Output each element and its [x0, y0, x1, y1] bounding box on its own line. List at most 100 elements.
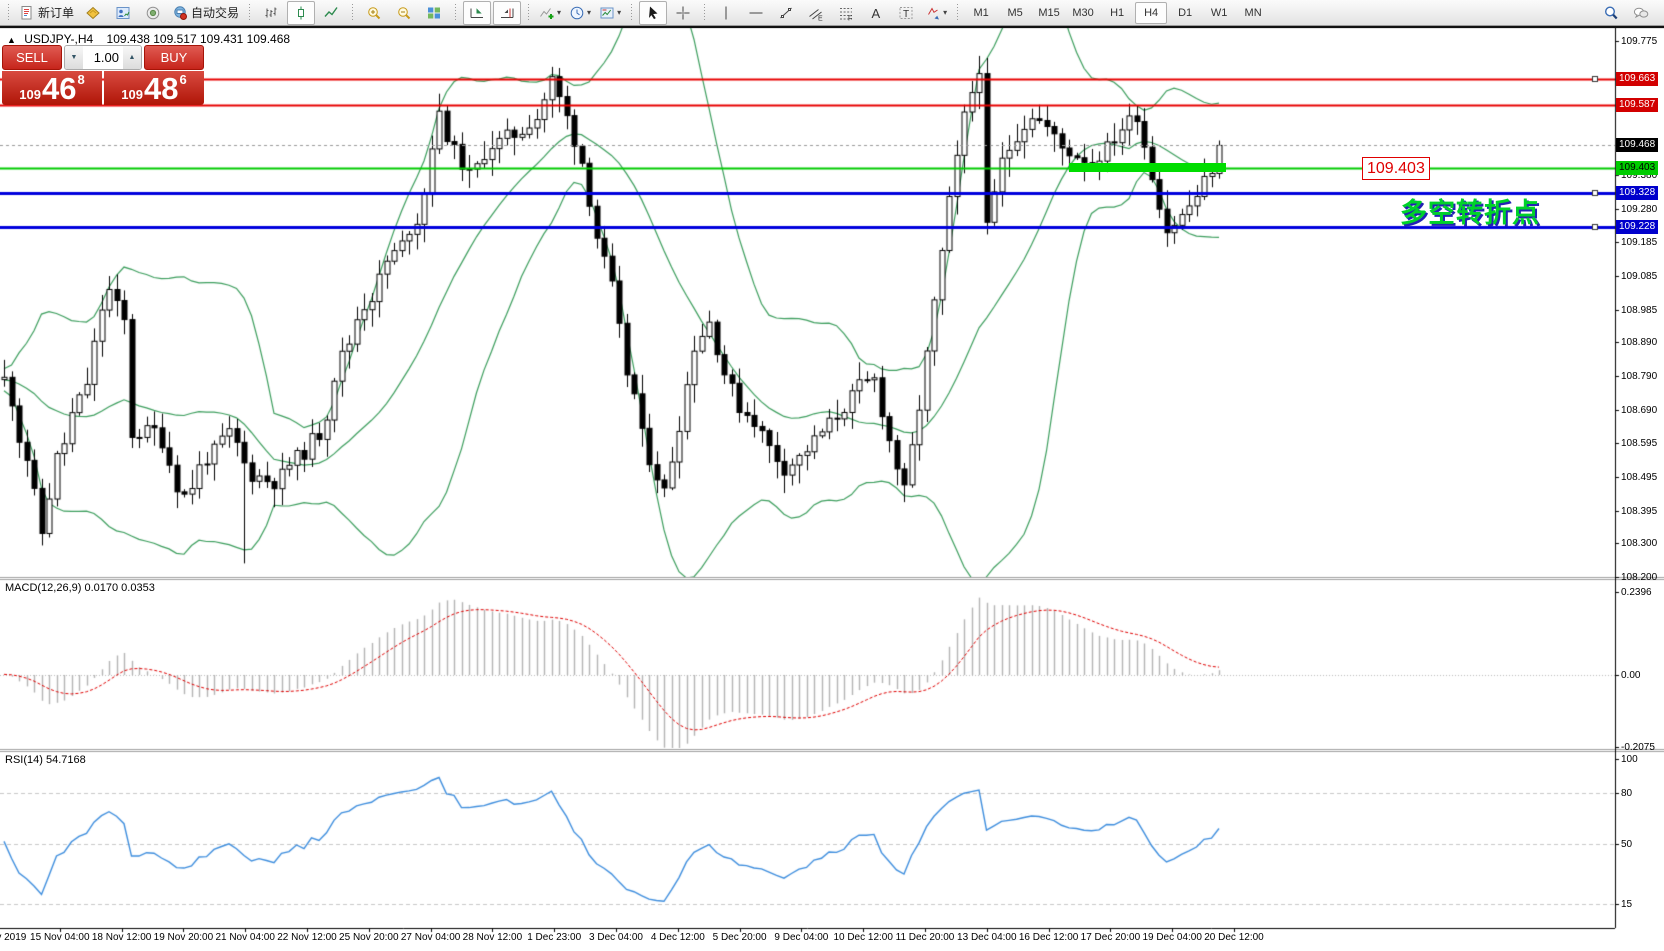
toolbar-grip	[527, 4, 531, 21]
chat-button[interactable]	[1627, 1, 1655, 25]
market-watch-button[interactable]	[109, 1, 137, 25]
text-label-button[interactable]: T	[892, 1, 920, 25]
turning-point-annotation[interactable]: 多空转折点	[1400, 198, 1540, 229]
new-order-button[interactable]: 新订单	[16, 1, 77, 25]
sell-button[interactable]: SELL	[2, 45, 62, 70]
one-click-trading-panel: SELL ▼ 1.00 ▲ BUY 109 46 8 109 48 6	[2, 45, 204, 105]
tile-windows-button[interactable]	[420, 1, 448, 25]
tiles-icon	[426, 5, 442, 21]
search-button[interactable]	[1597, 1, 1625, 25]
toolbar-grip	[454, 4, 458, 21]
crosshair-button[interactable]	[669, 1, 697, 25]
time-axis-label: 28 Nov 12:00	[462, 932, 523, 943]
timeframe-h4-button[interactable]: H4	[1135, 1, 1168, 24]
price-tick-label: 109.280	[1621, 204, 1658, 216]
indicators-list-button[interactable]: ▾	[536, 1, 564, 25]
person-chart-icon	[115, 5, 131, 21]
timeframe-mn-button[interactable]: MN	[1244, 6, 1262, 19]
candle-chart-mode-button[interactable]	[287, 0, 316, 25]
volume-decrease-button[interactable]: ▼	[65, 46, 83, 69]
time-axis-label: 22 Nov 12:00	[277, 932, 337, 943]
timeframe-m5-button[interactable]: M5	[1007, 6, 1023, 19]
time-axis-label: 20 Dec 12:00	[1204, 932, 1264, 943]
zoom-out-button[interactable]	[390, 1, 418, 25]
vline-icon	[718, 5, 734, 21]
collapse-panel-icon[interactable]: ▲	[7, 35, 16, 45]
sell-price-display[interactable]: 109 46 8	[2, 71, 102, 105]
bar-chart-mode-button[interactable]	[257, 1, 285, 25]
autotrading-button[interactable]: 自动交易	[169, 1, 242, 25]
macd-axis-label: -0.2075	[1621, 742, 1655, 754]
arrows-dropdown-icon[interactable]: ▾	[943, 8, 948, 17]
bars-icon	[263, 5, 279, 21]
time-axis-label: 10 Dec 12:00	[833, 932, 893, 943]
price-tick-label: 108.790	[1621, 371, 1658, 383]
svg-text:E: E	[818, 15, 823, 21]
vertical-line-button[interactable]	[712, 1, 740, 25]
buy-price-display[interactable]: 109 48 6	[104, 71, 204, 105]
timeframe-m30-button[interactable]: M30	[1072, 6, 1094, 19]
volume-increase-button[interactable]: ▲	[123, 46, 141, 69]
new-order-label: 新订单	[38, 6, 75, 20]
doc-plus-icon	[19, 5, 35, 21]
metaeditor-button[interactable]	[79, 1, 107, 25]
cursor-button[interactable]	[639, 0, 668, 25]
timeframe-h1-button[interactable]: H1	[1110, 6, 1125, 19]
buy-button[interactable]: BUY	[144, 45, 204, 70]
time-axis-label: 13 Nov 2019	[0, 932, 27, 943]
time-axis-label: 15 Nov 04:00	[30, 932, 90, 943]
zoom-in-button[interactable]	[360, 1, 388, 25]
chart-title: ▲ USDJPY-,H4 109.438 109.517 109.431 109…	[7, 32, 290, 46]
timeframe-m1-button[interactable]: M1	[973, 6, 989, 19]
trendline-button[interactable]	[772, 1, 800, 25]
indicators-list-dropdown-icon[interactable]: ▾	[557, 8, 562, 17]
price-tag: 109.663	[1616, 72, 1659, 87]
zoom-in-icon	[366, 5, 382, 21]
chart-shift-button[interactable]	[493, 0, 522, 25]
fibonacci-retracement-button[interactable]: F	[832, 1, 860, 25]
candle-icon	[293, 5, 309, 21]
volume-value[interactable]: 1.00	[93, 50, 119, 65]
time-axis-label: 9 Dec 04:00	[774, 932, 829, 943]
price-tick-label: 108.890	[1621, 337, 1658, 349]
time-axis-label: 11 Dec 20:00	[895, 932, 955, 943]
trendline-icon	[778, 5, 794, 21]
equidistant-channel-button[interactable]: E	[802, 1, 830, 25]
time-axis-label: 19 Dec 04:00	[1142, 932, 1202, 943]
auto-scroll-button[interactable]	[463, 0, 492, 25]
rsi-axis-label: 15	[1621, 898, 1633, 910]
timeframe-w1-button[interactable]: W1	[1210, 6, 1228, 19]
periods-dropdown-icon[interactable]: ▾	[587, 8, 592, 17]
arrows-button[interactable]: ▾	[922, 1, 950, 25]
toolbar-grip	[248, 4, 252, 21]
price-tick-label: 108.495	[1621, 471, 1658, 483]
line-chart-mode-button[interactable]	[317, 1, 345, 25]
text-button[interactable]: A	[862, 1, 890, 25]
price-level-flag[interactable]: 109.403	[1362, 156, 1430, 180]
horizontal-line-button[interactable]	[742, 1, 770, 25]
time-axis-label: 25 Nov 20:00	[339, 932, 399, 943]
templates-button[interactable]: ▾	[596, 1, 624, 25]
macd-axis-label: 0.00	[1621, 670, 1641, 681]
price-tick-label: 108.300	[1621, 537, 1658, 549]
toolbar: 新订单 自动交易 ▾ ▾ ▾ E F A T ▾ M1 M5 M15 M30 H1 H4 D1 W1 MN	[0, 0, 1664, 28]
macd-label: MACD(12,26,9) 0.0170 0.0353	[5, 582, 155, 594]
channel-icon: E	[808, 5, 824, 22]
templates-dropdown-icon[interactable]: ▾	[617, 8, 622, 17]
ohlc-values: 109.438 109.517 109.431 109.468	[106, 32, 291, 46]
highlight-bar-annotation[interactable]	[1069, 163, 1226, 173]
price-tick-label: 109.380	[1621, 170, 1658, 182]
price-tag: 109.228	[1616, 220, 1659, 235]
timeframe-d1-button[interactable]: D1	[1178, 6, 1193, 19]
price-tag: 109.587	[1616, 97, 1659, 112]
hline-icon	[748, 5, 764, 21]
timeframe-m15-button[interactable]: M15	[1038, 6, 1060, 19]
auto-scroll-icon	[469, 5, 485, 21]
price-tick-label: 109.185	[1621, 236, 1658, 248]
data-window-button[interactable]	[139, 1, 167, 25]
periods-button[interactable]: ▾	[566, 1, 594, 25]
toolbar-grip	[7, 4, 10, 21]
robot-cart-icon	[172, 5, 188, 21]
